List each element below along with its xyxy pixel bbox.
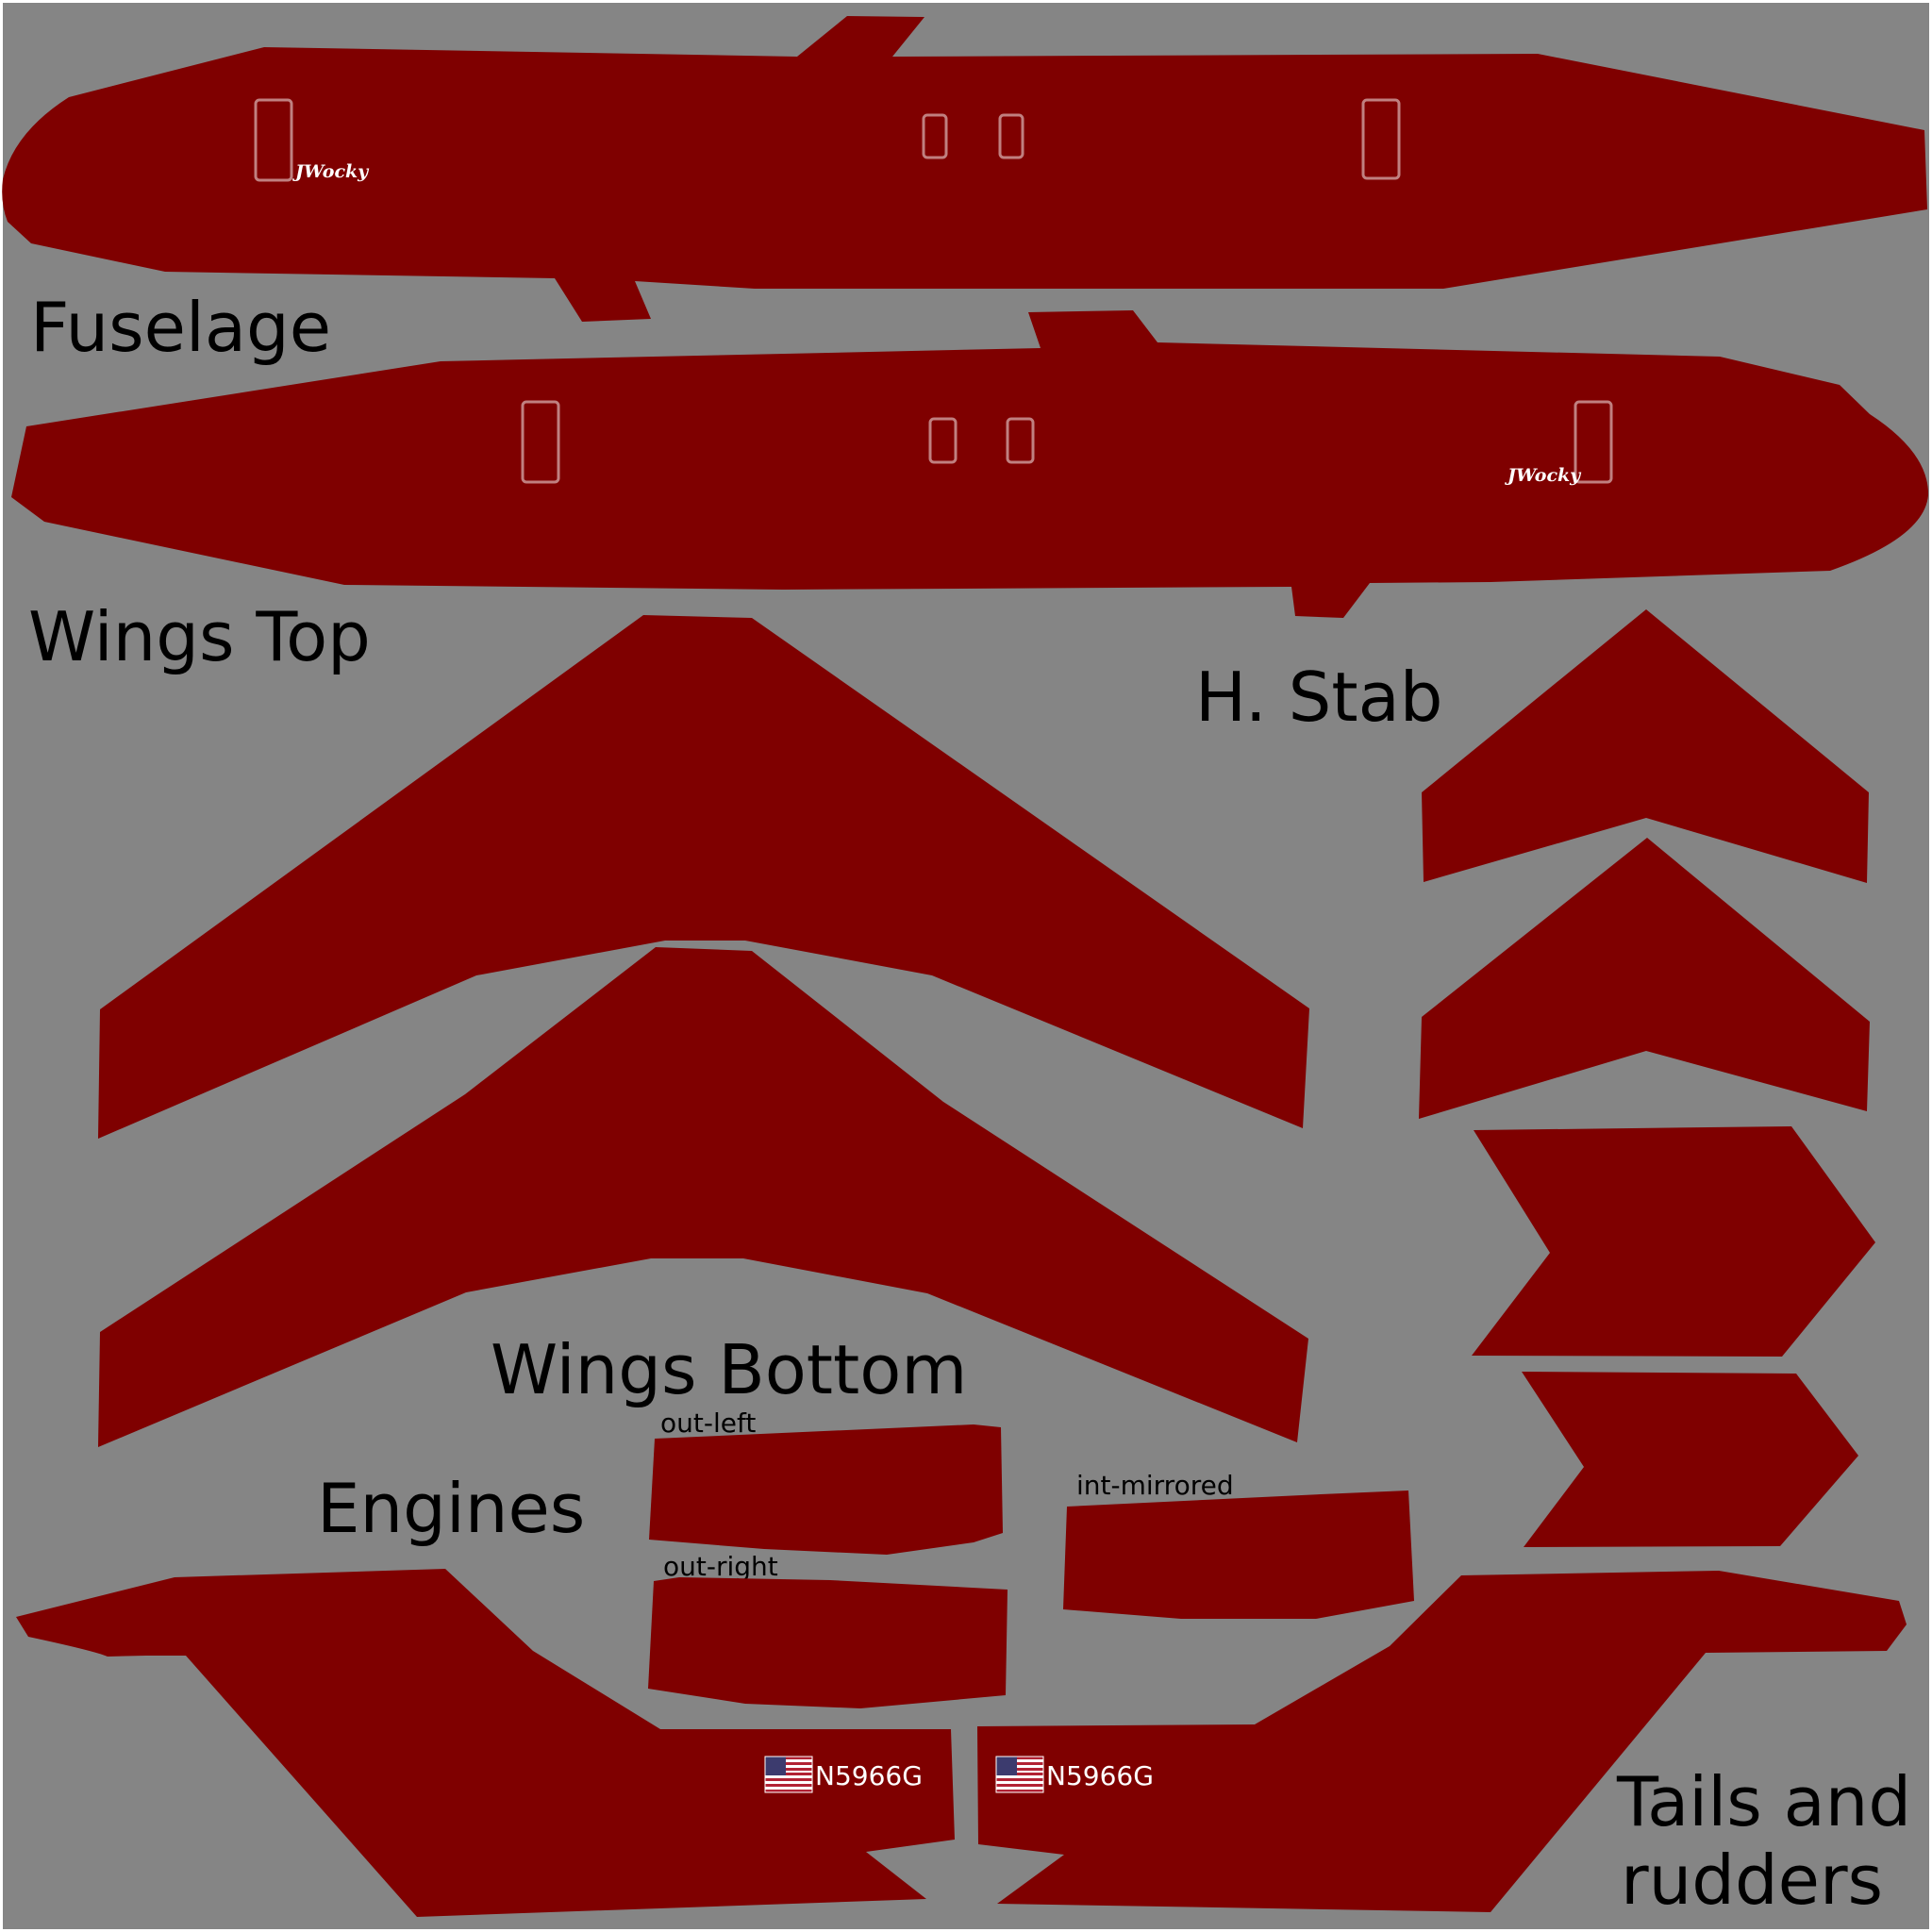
h-stab-piece-lower: [1419, 838, 1870, 1119]
chevron-piece-upper: [1472, 1126, 1875, 1357]
engine-out-left-piece: [649, 1424, 1003, 1555]
window-outline: [1006, 417, 1035, 464]
out-left-label: out-left: [660, 1407, 756, 1439]
tails-label-line2: rudders: [1621, 1840, 1883, 1920]
window-outline: [928, 417, 958, 464]
window-outline: [998, 113, 1024, 159]
registration-text: N5966G: [1046, 1760, 1154, 1791]
door-outline: [1574, 400, 1613, 484]
wings-top-piece: [98, 615, 1309, 1139]
h-stab-label: H. Stab: [1195, 658, 1442, 737]
window-outline: [922, 113, 948, 159]
tail-rudder-piece-right: N5966G: [977, 1571, 1907, 1912]
door-outline: [1361, 98, 1401, 180]
tails-label-line1: Tails and: [1616, 1762, 1911, 1841]
registration-text: N5966G: [815, 1760, 923, 1791]
out-right-label: out-right: [663, 1551, 778, 1582]
watermark-text: JWocky: [1505, 465, 1582, 486]
door-outline: [254, 98, 293, 182]
wings-bottom-label: Wings Bottom: [491, 1330, 967, 1409]
fuselage-piece-lower: JWocky: [11, 310, 1929, 618]
engine-int-mirrored-piece: [1063, 1491, 1414, 1619]
fuselage-label: Fuselage: [30, 288, 331, 367]
door-outline: [521, 400, 560, 484]
fuselage-piece-upper: JWocky: [2, 16, 1928, 322]
us-flag-icon: [764, 1756, 813, 1793]
chevron-piece-lower: [1522, 1372, 1858, 1547]
engines-label: Engines: [317, 1469, 585, 1548]
wings-top-label: Wings Top: [28, 597, 371, 676]
tail-rudder-piece-left: N5966G: [16, 1569, 955, 1917]
h-stab-piece-upper: [1422, 609, 1869, 883]
engine-out-right-piece: [648, 1577, 1008, 1708]
watermark-text: JWocky: [292, 161, 370, 182]
us-flag-icon: [995, 1756, 1044, 1793]
wings-bottom-piece: [98, 947, 1308, 1447]
int-mirrored-label: int-mirrored: [1076, 1470, 1234, 1501]
